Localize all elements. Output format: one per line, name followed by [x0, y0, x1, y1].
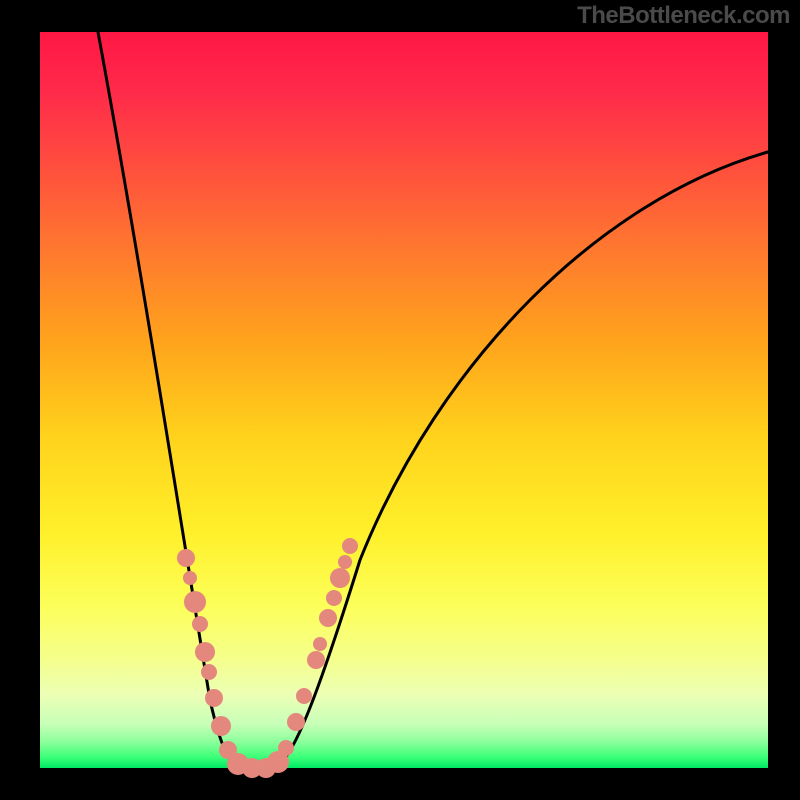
curve-marker: [287, 713, 305, 731]
curve-marker: [313, 637, 327, 651]
chart-frame: TheBottleneck.com: [0, 0, 800, 800]
gradient-background: [40, 32, 768, 768]
curve-marker: [319, 609, 337, 627]
bottleneck-chart: [0, 0, 800, 800]
curve-marker: [184, 591, 206, 613]
curve-marker: [338, 555, 352, 569]
curve-marker: [278, 740, 294, 756]
curve-marker: [201, 664, 217, 680]
curve-marker: [177, 549, 195, 567]
curve-marker: [326, 590, 342, 606]
curve-marker: [307, 651, 325, 669]
curve-marker: [192, 616, 208, 632]
curve-marker: [205, 689, 223, 707]
curve-marker: [296, 688, 312, 704]
curve-marker: [330, 568, 350, 588]
curve-marker: [211, 716, 231, 736]
curve-marker: [195, 642, 215, 662]
curve-marker: [183, 571, 197, 585]
curve-marker: [342, 538, 358, 554]
